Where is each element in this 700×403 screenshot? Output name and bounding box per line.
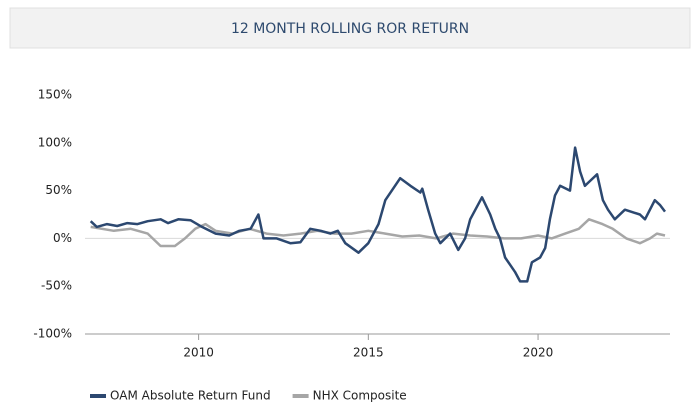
x-tick-label: 2010 [183, 346, 214, 360]
y-tick-label: -50% [41, 279, 72, 293]
chart-title: 12 MONTH ROLLING ROR RETURN [231, 21, 469, 37]
y-tick-label: 100% [38, 135, 72, 149]
series-line [90, 218, 666, 248]
header-bar [9, 7, 691, 49]
y-tick-label: 50% [45, 183, 72, 197]
y-tick-label: 0% [53, 231, 72, 245]
legend-label: OAM Absolute Return Fund [110, 389, 271, 403]
series-line [89, 146, 666, 283]
x-tick-label: 2020 [523, 346, 554, 360]
x-tick-label: 2015 [353, 346, 384, 360]
y-tick-label: -100% [33, 327, 72, 341]
legend-label: NHX Composite [313, 389, 407, 403]
y-tick-label: 150% [38, 88, 72, 102]
